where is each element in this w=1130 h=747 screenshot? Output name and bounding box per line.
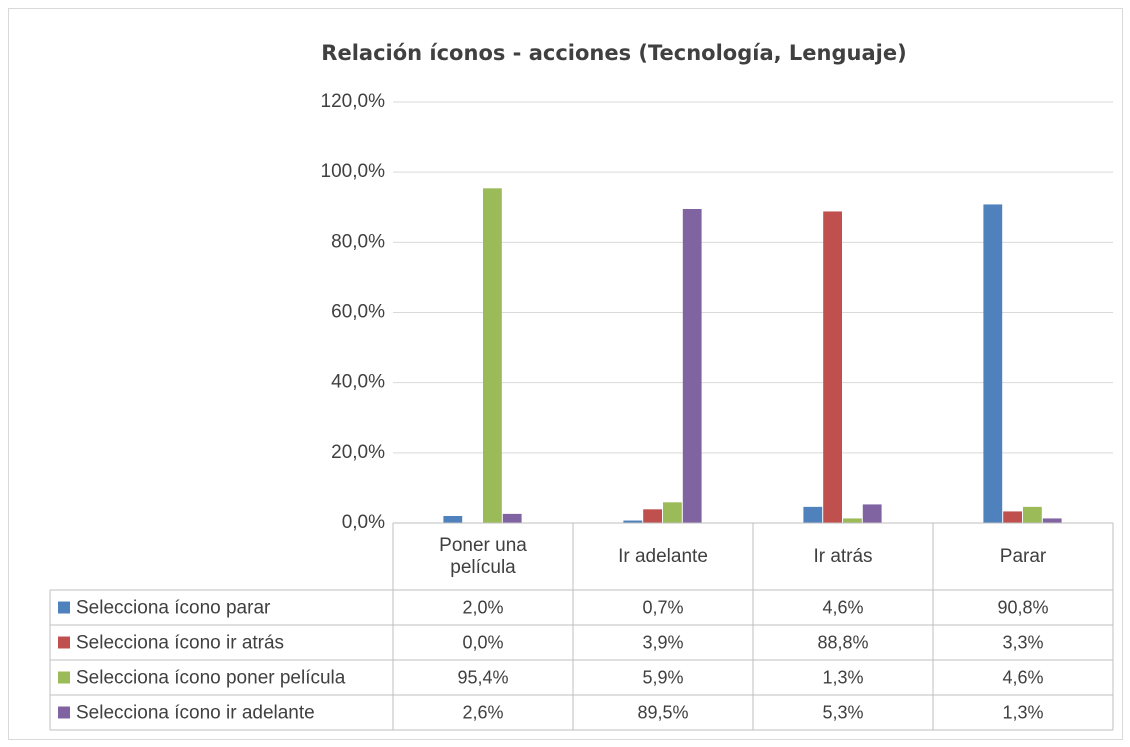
table-value: 5,3% <box>822 702 863 722</box>
table-value: 95,4% <box>457 667 508 687</box>
bar <box>843 518 862 523</box>
legend-label: Selecciona ícono poner película <box>76 668 346 689</box>
table-value: 3,9% <box>642 632 683 652</box>
bar <box>682 209 702 524</box>
bar <box>803 506 823 523</box>
legend-swatch <box>58 706 70 719</box>
legend-label: Selecciona ícono ir adelante <box>76 703 315 724</box>
y-tick-label: 120,0% <box>321 91 386 112</box>
table-value: 89,5% <box>637 702 688 722</box>
bar <box>1003 511 1022 523</box>
category-cell: Ir atrás <box>813 545 873 567</box>
bar <box>823 211 842 523</box>
y-tick-label: 100,0% <box>321 161 386 182</box>
x-tick-label: Ir atrás <box>813 545 873 567</box>
legend-label: Selecciona ícono parar <box>76 598 271 619</box>
bar <box>862 504 882 523</box>
x-tick-label: Ir adelante <box>618 545 708 567</box>
table-value: 88,8% <box>817 632 868 652</box>
chart-title: Relación íconos - acciones (Tecnología, … <box>321 41 906 65</box>
y-tick-label: 80,0% <box>331 231 385 252</box>
category-cell: Ir adelante <box>618 545 708 567</box>
table-value: 0,0% <box>462 632 503 652</box>
y-tick-label: 40,0% <box>331 372 385 393</box>
bar <box>1023 506 1042 523</box>
bar <box>502 513 522 523</box>
bar <box>983 204 1003 523</box>
table-value: 2,0% <box>462 597 503 617</box>
x-tick-label: Poner una película <box>439 534 527 578</box>
legend-label: Selecciona ícono ir atrás <box>76 633 284 654</box>
bar <box>483 188 502 523</box>
y-tick-label: 0,0% <box>342 512 385 533</box>
legend-swatch <box>58 636 70 649</box>
table-value: 1,3% <box>822 667 863 687</box>
bar <box>663 502 682 523</box>
table-value: 4,6% <box>822 597 863 617</box>
table-value: 1,3% <box>1002 702 1043 722</box>
table-value: 4,6% <box>1002 667 1043 687</box>
bar <box>443 515 463 523</box>
category-cell: Parar <box>999 545 1047 567</box>
legend-swatch <box>58 671 70 684</box>
table-value: 5,9% <box>642 667 683 687</box>
category-cell: Poner una película <box>439 534 527 578</box>
table-value: 2,6% <box>462 702 503 722</box>
table-value: 3,3% <box>1002 632 1043 652</box>
bar <box>1042 518 1062 523</box>
bar <box>623 520 643 523</box>
x-tick-label: Parar <box>999 545 1047 567</box>
table-value: 0,7% <box>642 597 683 617</box>
chart-frame <box>8 8 1123 740</box>
legend-swatch <box>58 601 70 614</box>
bar <box>643 509 662 523</box>
y-tick-label: 60,0% <box>331 302 385 323</box>
table-value: 90,8% <box>997 597 1048 617</box>
y-tick-label: 20,0% <box>331 442 385 463</box>
